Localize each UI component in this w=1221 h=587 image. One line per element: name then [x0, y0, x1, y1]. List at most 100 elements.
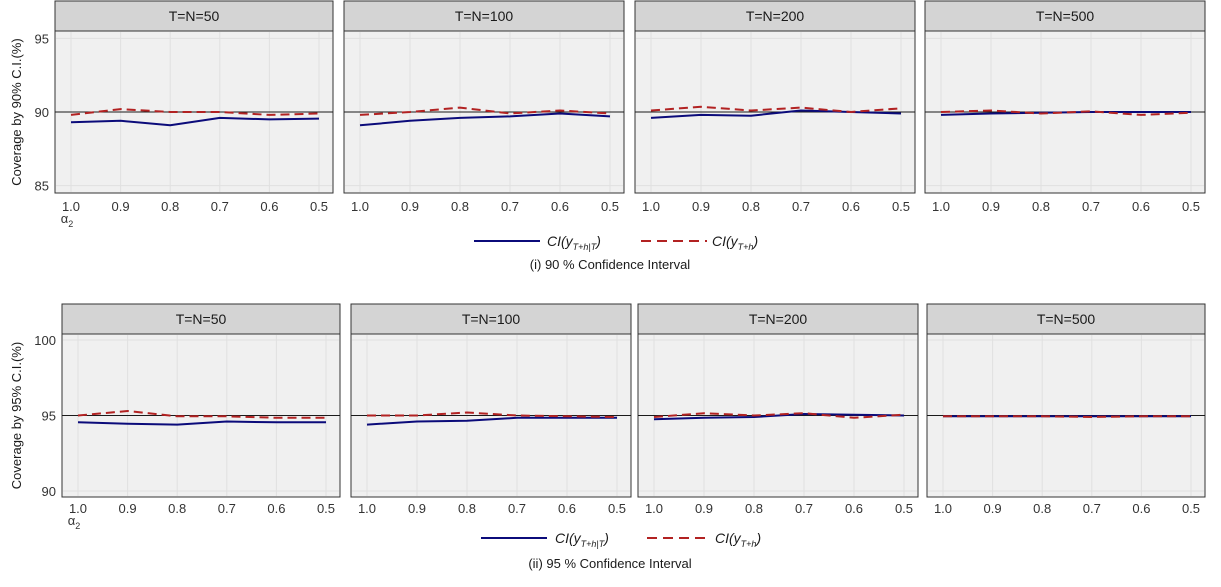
legend-label-conditional: CI(yT+h|T) [547, 233, 601, 252]
x-tick-label: 0.8 [458, 501, 476, 516]
chart-2: T=N=50 1.0 0.9 0.8 0.7 0.6 0.5 90 95 100 α2 T=N=100… [9, 303, 1206, 571]
legend-label-unconditional: CI(yT+h) [715, 530, 761, 549]
legend-label-suffix: ) [602, 530, 609, 546]
y-tick-label: 85 [35, 179, 49, 194]
x-tick-label: 0.8 [742, 199, 760, 214]
series-line-conditional [653, 413, 905, 421]
x-tick-label: 1.0 [62, 199, 80, 214]
series-line-conditional [77, 420, 326, 426]
x-tick-label: 0.8 [1032, 199, 1050, 214]
x-tick-label: 0.9 [408, 501, 426, 516]
legend-label-conditional: CI(yT+h|T) [555, 530, 609, 549]
x-tick-label: 0.7 [501, 199, 519, 214]
panel-title: T=N=50 [176, 311, 227, 327]
panel-strip [637, 303, 919, 335]
x-tick-label: 0.6 [267, 501, 285, 516]
panel-3: T=N=200 1.0 0.9 0.8 0.7 0.6 0.5 [634, 0, 916, 214]
series-line-conditional [359, 112, 611, 127]
legend-label-prefix: CI( [712, 233, 732, 249]
x-tick-label: 1.0 [932, 199, 950, 214]
x-tick-label: 0.9 [401, 199, 419, 214]
x-tick-label: 0.5 [310, 199, 328, 214]
chart-caption: (i) 90 % Confidence Interval [530, 257, 691, 272]
x-tick-label: 0.6 [260, 199, 278, 214]
panel-2: T=N=100 1.0 0.9 0.8 0.7 0.6 0.5 [343, 0, 625, 214]
legend-label-unconditional: CI(yT+h) [712, 233, 758, 252]
y-tick-label: 100 [34, 333, 56, 348]
x-tick-label: 0.7 [508, 501, 526, 516]
x-tick-label: 0.9 [984, 501, 1002, 516]
x-tick-label: 0.6 [1132, 199, 1150, 214]
legend-label-suffix: ) [594, 233, 601, 249]
x-tick-label: 0.7 [218, 501, 236, 516]
x-tick-label: 0.7 [1082, 199, 1100, 214]
y-tick-label: 95 [35, 31, 49, 46]
series-line-conditional [940, 111, 1191, 116]
x-tick-label: 0.8 [451, 199, 469, 214]
panel-strip [924, 0, 1206, 32]
panel-strip [61, 303, 341, 335]
x-axis-label-subscript: 2 [75, 521, 80, 531]
panel-title: T=N=500 [1037, 311, 1096, 327]
legend-label-prefix: CI( [555, 530, 575, 546]
y-axis-title: Coverage by 95% C.I.(%) [9, 342, 24, 489]
x-tick-label: 0.9 [692, 199, 710, 214]
x-tick-label: 0.9 [982, 199, 1000, 214]
y-tick-label: 95 [42, 409, 56, 424]
x-tick-label: 0.6 [558, 501, 576, 516]
x-axis-label-base: α [61, 211, 69, 226]
series-line-conditional [650, 109, 902, 119]
x-tick-label: 1.0 [69, 501, 87, 516]
x-tick-label: 0.5 [895, 501, 913, 516]
series-line-conditional [366, 416, 617, 426]
panel-strip [54, 0, 334, 32]
panel-title: T=N=100 [455, 8, 514, 24]
panel-title: T=N=50 [169, 8, 220, 24]
x-tick-label: 1.0 [358, 501, 376, 516]
x-tick-label: 1.0 [351, 199, 369, 214]
x-tick-label: 0.8 [168, 501, 186, 516]
x-tick-label: 0.8 [1033, 501, 1051, 516]
chart-caption: (ii) 95 % Confidence Interval [528, 556, 691, 571]
x-tick-label: 0.5 [608, 501, 626, 516]
x-tick-label: 0.6 [1132, 501, 1150, 516]
x-tick-label: 0.6 [842, 199, 860, 214]
panel-1: T=N=50 1.0 0.9 0.8 0.7 0.6 0.5 90 95 100 α2 [34, 303, 341, 531]
x-axis-label: α2 [68, 513, 81, 531]
x-tick-label: 0.7 [792, 199, 810, 214]
y-axis-title: Coverage by 90% C.I.(%) [9, 38, 24, 185]
panel-strip [350, 303, 632, 335]
panel-4: T=N=500 1.0 0.9 0.8 0.7 0.6 0.5 [926, 303, 1206, 516]
x-tick-label: 0.5 [1182, 199, 1200, 214]
legend-label-var: y [565, 233, 574, 249]
legend-label-prefix: CI( [547, 233, 567, 249]
x-tick-label: 0.8 [745, 501, 763, 516]
y-tick-label: 90 [35, 105, 49, 120]
x-tick-label: 0.6 [845, 501, 863, 516]
panel-2: T=N=100 1.0 0.9 0.8 0.7 0.6 0.5 [350, 303, 632, 516]
x-tick-label: 0.7 [795, 501, 813, 516]
x-tick-label: 1.0 [642, 199, 660, 214]
legend-label-prefix: CI( [715, 530, 735, 546]
panel-title: T=N=200 [746, 8, 805, 24]
x-tick-label: 0.9 [119, 501, 137, 516]
chart-1: T=N=50 1.0 0.9 0.8 0.7 0.6 0.5 85 90 95 α2 T=N=100 1… [9, 0, 1206, 272]
legend-label-var: y [730, 233, 739, 249]
y-tick-label: 90 [42, 484, 56, 499]
x-axis-label-base: α [68, 513, 76, 528]
x-tick-label: 0.5 [892, 199, 910, 214]
x-tick-label: 0.7 [1083, 501, 1101, 516]
x-tick-label: 1.0 [645, 501, 663, 516]
legend-label-subscript: T+h [738, 242, 754, 252]
x-tick-label: 0.8 [161, 199, 179, 214]
series-line-conditional [70, 116, 320, 127]
legend-label-subscript: T+h|T [573, 242, 598, 252]
legend-label-suffix: ) [751, 233, 758, 249]
panel-3: T=N=200 1.0 0.9 0.8 0.7 0.6 0.5 [637, 303, 919, 516]
x-tick-label: 0.9 [112, 199, 130, 214]
legend-label-subscript: T+h|T [581, 539, 606, 549]
x-axis-label: α2 [61, 211, 74, 229]
x-tick-label: 0.5 [601, 199, 619, 214]
legend-label-var: y [573, 530, 582, 546]
legend: CI(yT+h|T) CI(yT+h) [474, 233, 758, 252]
